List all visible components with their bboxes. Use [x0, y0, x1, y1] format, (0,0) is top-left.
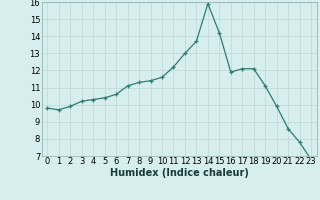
X-axis label: Humidex (Indice chaleur): Humidex (Indice chaleur)	[110, 168, 249, 178]
